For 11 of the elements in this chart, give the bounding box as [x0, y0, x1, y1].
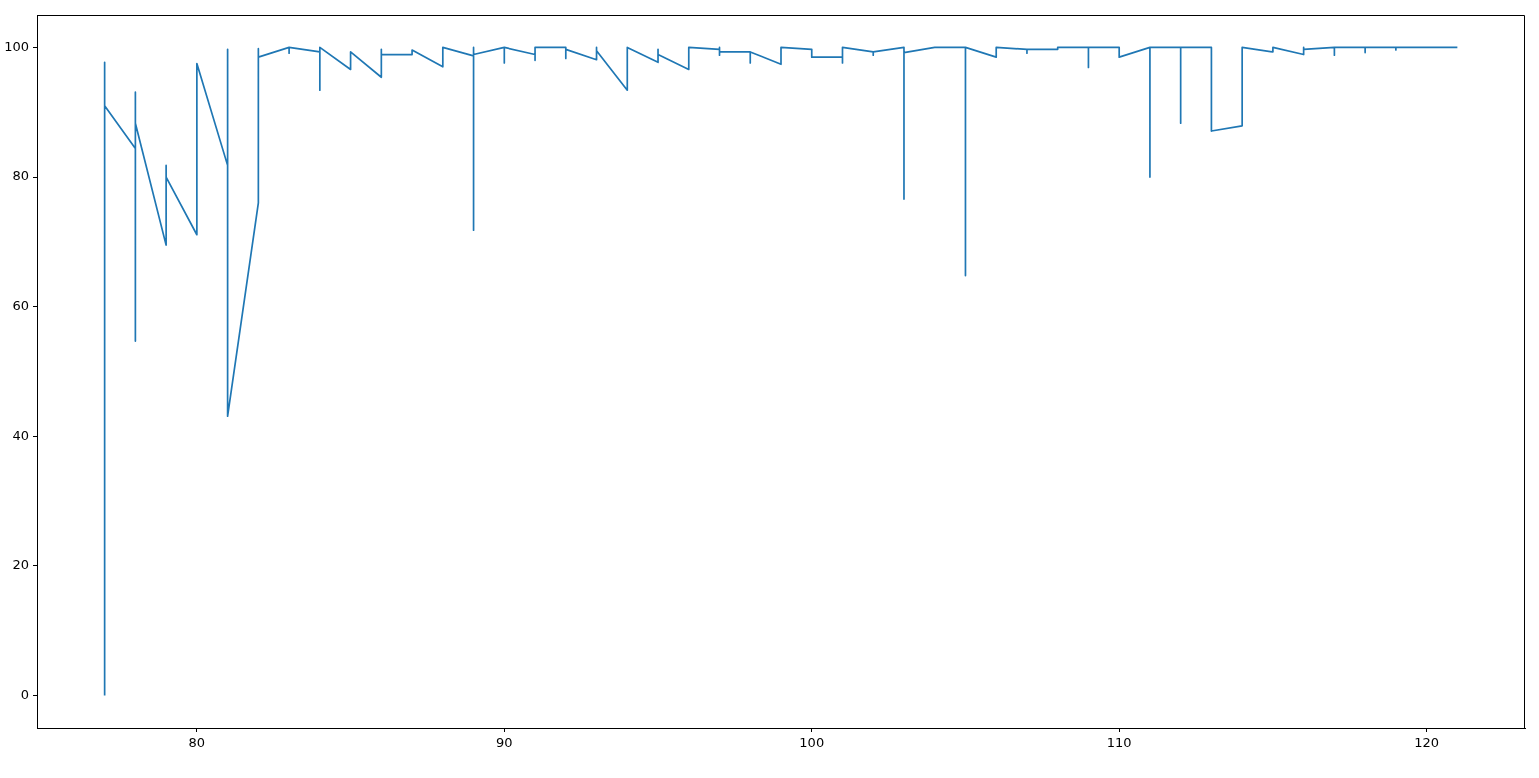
y-tick-label: 0: [20, 686, 29, 702]
x-tick-label: 80: [188, 735, 206, 751]
x-tick-label: 100: [799, 735, 825, 751]
y-tick-label: 80: [12, 168, 29, 184]
y-tick-label: 20: [12, 557, 29, 573]
x-tick-label: 90: [496, 735, 513, 751]
y-tick-label: 40: [12, 427, 29, 443]
y-tick-label: 100: [4, 38, 29, 54]
y-tick-label: 60: [12, 298, 29, 314]
x-tick-label: 110: [1106, 735, 1132, 751]
x-tick-label: 120: [1414, 735, 1440, 751]
